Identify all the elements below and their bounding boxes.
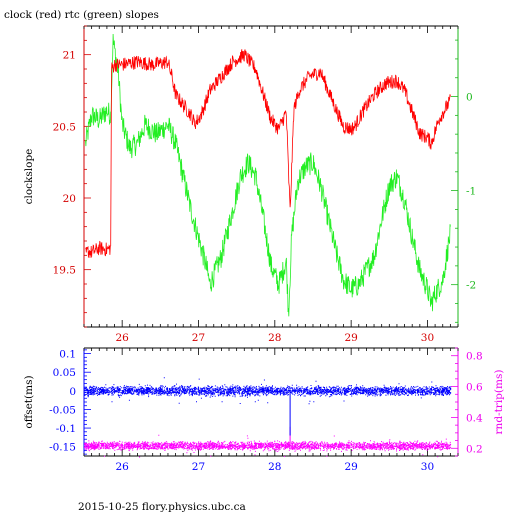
top-y2-tick-label: 0 xyxy=(466,92,473,104)
slopes-plot: 26 27 28 29 30 19.5 20 20.5 21 -2 -1 0 clockslope xyxy=(23,25,476,344)
bottom-y-tick-label: -0.05 xyxy=(49,404,76,416)
top-y-tick-label: 21 xyxy=(63,50,76,62)
bottom-y2-tick-label: 0.2 xyxy=(466,443,483,455)
top-x-tick-label: 29 xyxy=(344,332,357,344)
top-x-tick-label: 30 xyxy=(421,332,434,344)
top-y2-tick-label: -1 xyxy=(466,186,476,198)
top-x-tick-label: 28 xyxy=(268,332,281,344)
top-y-tick-label: 20 xyxy=(63,193,76,205)
bottom-x-tick-label: 28 xyxy=(268,461,281,473)
bottom-y-tick-label: -0.1 xyxy=(56,423,76,435)
bottom-y2-axis-title: rnd-trip(ms) xyxy=(493,370,505,435)
bottom-y-tick-label: 0 xyxy=(69,386,76,398)
bottom-y2-tick-label: 0.8 xyxy=(466,351,483,363)
footer-text: 2015-10-25 flory.physics.ubc.ca xyxy=(78,501,246,512)
bottom-x-tick-label: 26 xyxy=(115,461,129,473)
bottom-x-tick-label: 29 xyxy=(344,461,357,473)
offset-plot: 26 27 28 29 30 0.1 0.05 0 -0.05 -0.1 -0.15 0.8 0.6 0.… xyxy=(23,347,505,473)
bottom-x-tick-label: 27 xyxy=(192,461,205,473)
top-y-axis-title: clockslope xyxy=(23,149,35,205)
top-y-tick-label: 19.5 xyxy=(53,265,76,277)
figure-title: clock (red) rtc (green) slopes xyxy=(4,9,159,21)
bottom-y-tick-label: -0.15 xyxy=(49,442,76,454)
bottom-y2-tick-label: 0.4 xyxy=(466,412,483,424)
bottom-x-tick-label: 30 xyxy=(421,461,434,473)
top-x-tick-label: 27 xyxy=(192,332,205,344)
rtc-series-line xyxy=(85,33,451,317)
offset-points xyxy=(84,377,452,436)
top-y2-tick-label: -2 xyxy=(466,280,476,292)
bottom-y-axis-title: offset(ms) xyxy=(23,375,35,428)
bottom-y-tick-label: 0.05 xyxy=(53,367,76,379)
clock-series-line xyxy=(85,49,451,258)
rndtrip-points xyxy=(84,426,452,458)
bottom-y2-tick-label: 0.6 xyxy=(466,382,483,394)
top-x-tick-label: 26 xyxy=(115,332,129,344)
top-y-tick-label: 20.5 xyxy=(53,121,76,133)
bottom-y-tick-label: 0.1 xyxy=(59,349,76,361)
